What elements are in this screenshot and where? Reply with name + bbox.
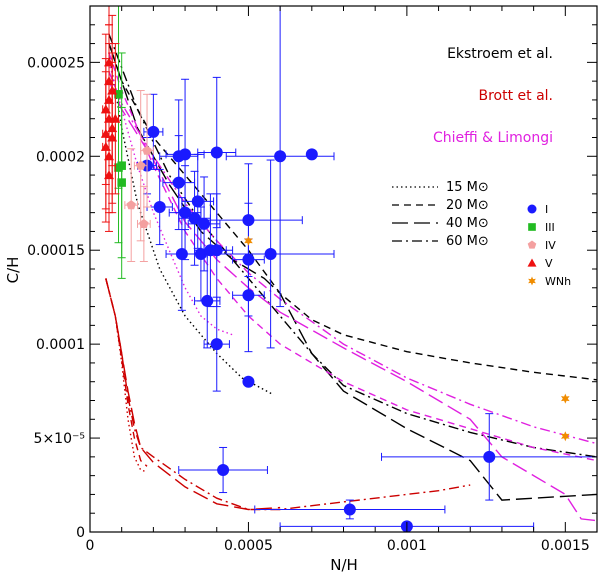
class-legend-label-4: WNh — [545, 275, 571, 288]
y-tick-label-2: 0.0001 — [36, 337, 85, 353]
point-i-19 — [232, 238, 265, 353]
model-track-3 — [108, 33, 597, 458]
point-wnh-1 — [561, 393, 570, 404]
y-axis-label: C/H — [4, 257, 22, 284]
mass-legend-label-0: 15 M⊙ — [446, 180, 489, 195]
point-i-25 — [254, 499, 446, 520]
model-label-2: Chieffi & Limongi — [433, 130, 553, 146]
class-legend-marker-0 — [527, 204, 537, 214]
model-tracks — [105, 33, 597, 522]
point-i-11 — [187, 176, 221, 272]
series-wnh — [244, 235, 570, 442]
point-iv-2 — [137, 185, 151, 262]
model-label-1: Brott et al. — [478, 88, 553, 104]
class-legend-label-3: V — [545, 257, 553, 270]
series-v — [100, 6, 121, 232]
legend: Ekstroem et al. Brott et al. Chieffi & Lim… — [392, 46, 571, 288]
y-tick-label-5: 0.00025 — [27, 55, 85, 71]
point-i-1 — [143, 93, 164, 170]
point-iv-1 — [133, 90, 148, 242]
mass-legend-label-3: 60 M⊙ — [446, 234, 489, 249]
class-legend-label-0: I — [545, 203, 548, 216]
model-track-8 — [108, 62, 233, 336]
point-i-23 — [305, 148, 318, 161]
model-track-5 — [105, 278, 148, 467]
point-wnh-2 — [561, 431, 570, 442]
class-legend-label-1: III — [545, 221, 555, 234]
point-i-16 — [203, 296, 230, 392]
model-track-10 — [108, 80, 597, 522]
point-i-9 — [181, 153, 215, 249]
class-legend-marker-1 — [528, 223, 536, 231]
point-v-12 — [110, 43, 121, 195]
point-iv-3 — [140, 93, 154, 208]
class-legend-marker-3 — [527, 258, 537, 267]
class-legend-marker-4 — [528, 276, 536, 286]
series-iii — [114, 6, 126, 279]
model-track-4 — [105, 278, 148, 473]
point-wnh-0 — [244, 235, 253, 246]
x-axis-label: N/H — [330, 556, 358, 574]
point-i-20 — [242, 375, 255, 388]
point-iii-3 — [117, 52, 126, 279]
axes: 0 0.0005 0.001 0.0015 0 5×10⁻⁵ 0.0001 0.00015 0.… — [27, 5, 598, 554]
x-tick-label-0: 0 — [86, 538, 95, 554]
point-i-4 — [162, 135, 196, 231]
point-i-21 — [206, 159, 335, 349]
point-i-15 — [200, 193, 234, 308]
y-tick-label-3: 0.00015 — [27, 243, 85, 259]
model-track-7 — [105, 278, 471, 511]
point-i-22 — [225, 6, 335, 308]
model-label-0: Ekstroem et al. — [447, 46, 553, 62]
point-i-24 — [178, 446, 268, 494]
y-tick-label-1: 5×10⁻⁵ — [34, 431, 85, 447]
model-track-6 — [105, 278, 281, 511]
point-i-12 — [194, 253, 221, 349]
plot-frame — [89, 5, 598, 533]
point-iv-0 — [124, 148, 139, 262]
point-i-27 — [381, 413, 597, 501]
data-points — [100, 6, 597, 532]
y-tick-label-0: 0 — [76, 525, 85, 541]
series-iv — [124, 90, 154, 262]
y-tick-label-4: 0.0002 — [36, 149, 85, 165]
class-legend-marker-2 — [527, 240, 537, 249]
class-legend-label-2: IV — [545, 239, 556, 252]
mass-legend-label-2: 40 M⊙ — [446, 216, 489, 231]
x-tick-label-3: 0.0015 — [541, 538, 590, 554]
x-tick-label-2: 0.001 — [387, 538, 427, 554]
mass-legend-label-1: 20 M⊙ — [446, 198, 489, 213]
x-tick-label-1: 0.0005 — [224, 538, 273, 554]
series-i — [137, 6, 597, 532]
